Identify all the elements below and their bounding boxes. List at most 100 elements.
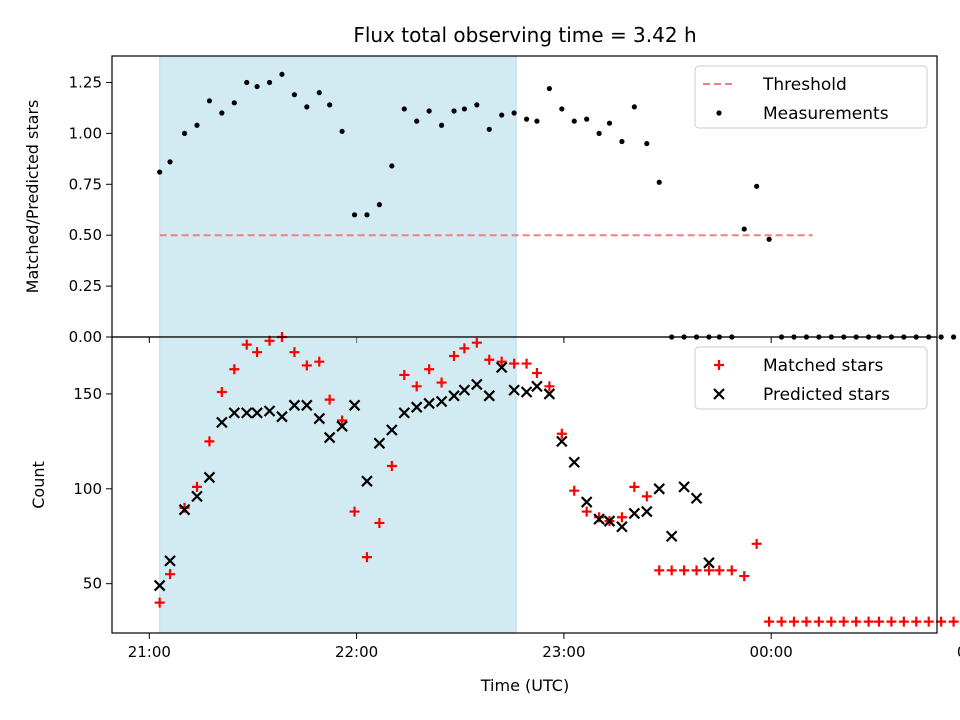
- data-point: [314, 356, 325, 367]
- data-point: [263, 405, 276, 417]
- data-point: [279, 71, 285, 77]
- data-point: [678, 481, 690, 493]
- y-tick-label: 0.25: [69, 277, 102, 295]
- data-point: [288, 399, 301, 412]
- data-point: [584, 116, 590, 122]
- data-point: [948, 616, 959, 627]
- data-point: [361, 475, 373, 487]
- data-point: [496, 356, 507, 367]
- data-point: [606, 120, 613, 126]
- legend-label: Matched stars: [763, 356, 883, 376]
- y-axis-label: Matched/Predicted stars: [23, 100, 42, 294]
- y-tick-label: 0.75: [69, 175, 102, 193]
- data-point: [581, 506, 592, 517]
- data-point: [813, 616, 824, 627]
- data-point: [167, 159, 173, 165]
- data-point: [898, 616, 909, 627]
- y-tick-label: 1.00: [69, 124, 102, 142]
- data-point: [448, 390, 460, 402]
- data-point: [289, 347, 300, 358]
- data-point: [410, 401, 423, 413]
- data-point: [726, 565, 737, 576]
- panel-counts: 5010015021:0022:0023:0000:0001:0002:0003…: [29, 332, 960, 661]
- data-point: [348, 399, 361, 412]
- data-point: [559, 106, 565, 112]
- data-point: [229, 364, 240, 375]
- series-matched-stars: [154, 332, 959, 627]
- data-point: [266, 79, 273, 86]
- data-point: [580, 496, 593, 508]
- data-point: [423, 397, 435, 410]
- shaded-region: [159, 55, 517, 338]
- data-point: [301, 399, 313, 412]
- data-point: [323, 431, 336, 444]
- data-point: [252, 347, 263, 358]
- data-point: [194, 122, 200, 128]
- data-point: [449, 350, 460, 361]
- data-point: [499, 112, 505, 118]
- data-point: [764, 616, 775, 627]
- data-point: [373, 437, 386, 450]
- data-point: [157, 169, 163, 175]
- data-point: [801, 616, 812, 627]
- data-point: [556, 435, 568, 448]
- data-point: [301, 360, 312, 371]
- data-point: [873, 616, 884, 627]
- legend: Threshold Measurements: [694, 65, 928, 129]
- data-point: [351, 212, 358, 218]
- data-point: [424, 364, 435, 375]
- data-point: [154, 597, 165, 608]
- data-point: [244, 79, 250, 86]
- x-axis-label: Time (UTC): [480, 676, 569, 695]
- data-point: [568, 456, 581, 469]
- data-point: [950, 334, 957, 340]
- data-point: [451, 108, 457, 114]
- data-point: [401, 106, 407, 112]
- data-point: [851, 616, 862, 627]
- data-point: [863, 616, 874, 627]
- data-point: [164, 555, 176, 567]
- data-point: [435, 395, 448, 408]
- data-point: [523, 116, 530, 122]
- data-point: [509, 358, 520, 369]
- data-point: [629, 481, 640, 492]
- data-point: [181, 130, 188, 136]
- data-point: [349, 506, 360, 517]
- data-point: [426, 108, 432, 114]
- data-point: [656, 179, 662, 185]
- x-tick-label: 23:00: [542, 643, 585, 661]
- data-point: [276, 410, 288, 423]
- data-point: [593, 513, 605, 525]
- legend-label: Threshold: [762, 75, 847, 95]
- data-point: [339, 128, 345, 134]
- data-point: [399, 369, 410, 380]
- data-point: [291, 92, 298, 98]
- legend: Matched stars Predicted stars: [694, 346, 928, 410]
- data-point: [483, 390, 496, 402]
- data-point: [471, 337, 482, 348]
- data-point: [386, 424, 398, 436]
- data-point: [216, 387, 227, 398]
- data-point: [495, 361, 508, 374]
- data-point: [191, 481, 202, 492]
- y-tick-label: 0.00: [69, 328, 102, 346]
- data-point: [628, 507, 641, 520]
- data-point: [324, 394, 335, 405]
- data-point: [327, 102, 333, 108]
- data-point: [826, 616, 837, 627]
- data-point: [511, 110, 517, 116]
- data-point: [484, 354, 495, 365]
- x-tick-label: 21:00: [128, 643, 171, 661]
- data-point: [741, 226, 747, 232]
- legend-box: [694, 346, 928, 410]
- data-point: [641, 505, 653, 518]
- data-point: [414, 118, 420, 124]
- data-point: [474, 102, 480, 108]
- data-point: [165, 569, 176, 580]
- data-point: [631, 104, 637, 110]
- data-point: [838, 616, 849, 627]
- data-point: [603, 515, 616, 527]
- y-tick-label: 100: [73, 480, 102, 498]
- data-point: [766, 236, 772, 242]
